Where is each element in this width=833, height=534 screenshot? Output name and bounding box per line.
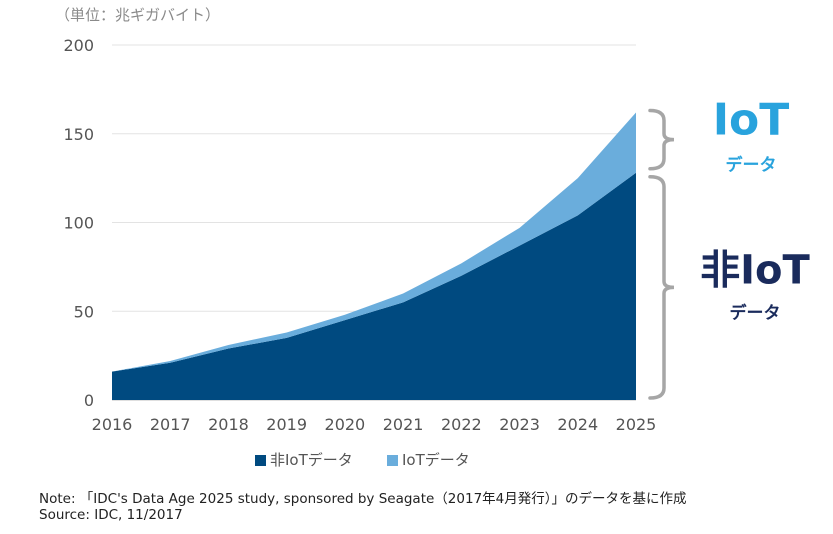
y-tick-label-150: 150 xyxy=(63,125,94,144)
x-tick-label-2021: 2021 xyxy=(383,415,424,434)
bracket-iot xyxy=(648,108,675,171)
area-series xyxy=(112,112,636,400)
y-tick-label-200: 200 xyxy=(63,36,94,55)
legend-label-0: 非IoTデータ xyxy=(270,451,353,469)
x-tick-label-2019: 2019 xyxy=(266,415,307,434)
area-series-0 xyxy=(112,172,636,400)
x-tick-label-2023: 2023 xyxy=(499,415,540,434)
x-tick-label-2018: 2018 xyxy=(208,415,249,434)
annotation-iot-sub: データ xyxy=(726,155,777,176)
stacked-area-chart: 2016 2017 2018 2019 2020 2021 2022 2023 2024 2025… xyxy=(63,36,810,469)
x-axis: 2016 2017 2018 2019 2020 2021 2022 2023 2024 2025 xyxy=(92,415,657,434)
annotation-brackets xyxy=(648,108,675,400)
x-tick-label-2025: 2025 xyxy=(616,415,657,434)
y-tick-label-0: 0 xyxy=(84,391,94,410)
x-tick-label-2024: 2024 xyxy=(557,415,598,434)
legend-swatch-1 xyxy=(387,455,398,466)
legend-label-1: IoTデータ xyxy=(402,451,470,469)
annotation-iot-main: IoT xyxy=(713,95,790,146)
note-text: Note: 「IDC's Data Age 2025 study, sponso… xyxy=(39,491,687,507)
x-tick-label-2020: 2020 xyxy=(325,415,366,434)
y-axis: 0 50 100 150 200 xyxy=(63,36,94,410)
x-tick-label-2016: 2016 xyxy=(92,415,133,434)
annotation-non-iot-sub: データ xyxy=(730,302,781,323)
unit-label: （単位：兆ギガバイト） xyxy=(55,6,221,24)
x-tick-label-2017: 2017 xyxy=(150,415,191,434)
source-text: Source: IDC, 11/2017 xyxy=(39,507,183,523)
y-tick-label-100: 100 xyxy=(63,214,94,233)
y-tick-label-50: 50 xyxy=(74,302,94,321)
x-tick-label-2022: 2022 xyxy=(441,415,482,434)
annotation-non-iot-main: 非IoT xyxy=(700,247,810,293)
legend-swatch-0 xyxy=(255,455,266,466)
bracket-non-iot xyxy=(648,175,675,400)
legend: 非IoTデータ IoTデータ xyxy=(255,451,470,469)
